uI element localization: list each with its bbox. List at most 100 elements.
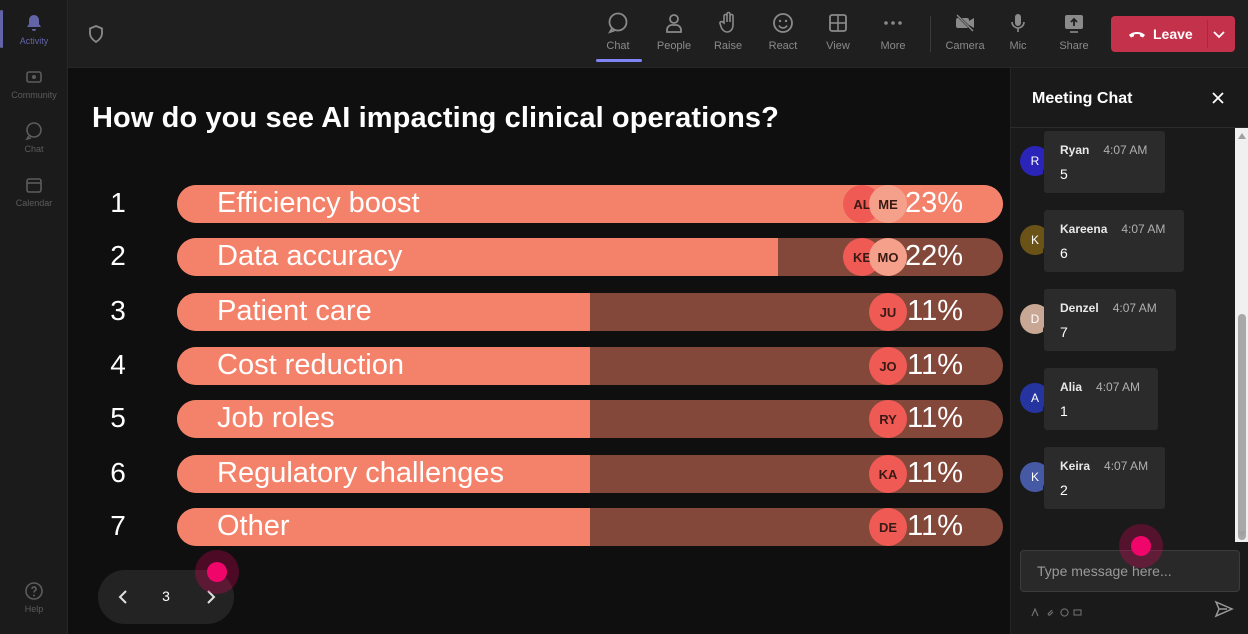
option-label: Patient care: [217, 295, 372, 327]
rail-item-chat[interactable]: Chat: [4, 112, 64, 162]
share-icon: [1061, 10, 1087, 36]
calendar-icon: [23, 174, 45, 196]
rail-item-community[interactable]: Community: [4, 58, 64, 108]
shield-icon[interactable]: [86, 24, 106, 44]
chat-message-list[interactable]: R Ryan 4:07 AM 5 K Kareena 4:07 AM 6 D Denzel 4:07…: [1011, 128, 1235, 542]
toolbar-share-button[interactable]: Share: [1048, 10, 1100, 60]
message-bubble: Denzel 4:07 AM 7: [1044, 289, 1176, 351]
option-number: 1: [110, 187, 126, 218]
option-percent: 11%: [907, 349, 963, 381]
chevron-right-icon[interactable]: [200, 587, 220, 607]
poll-option-row[interactable]: 4 Cost reduction 11% JO: [68, 347, 1010, 387]
poll-option-row[interactable]: 3 Patient care 11% JU: [68, 293, 1010, 333]
voter-avatar: ME: [869, 185, 907, 223]
message-text: 5: [1060, 166, 1068, 182]
option-number: 4: [110, 349, 126, 380]
option-bar[interactable]: Regulatory challenges 11% KA: [177, 455, 1003, 493]
message-time: 4:07 AM: [1103, 143, 1148, 157]
message-bubble: Kareena 4:07 AM 6: [1044, 210, 1184, 272]
meeting-chat-panel: Meeting Chat R Ryan 4:07 AM 5 K Kareena 4:07 A…: [1010, 68, 1248, 634]
gif-icon[interactable]: [1073, 604, 1082, 616]
option-bar[interactable]: Cost reduction 11% JO: [177, 347, 1003, 385]
toolbar-divider: [930, 16, 931, 52]
toolbar-label: Share: [1059, 40, 1089, 52]
scroll-down-arrow-icon[interactable]: [1238, 531, 1246, 537]
people-icon: [661, 10, 687, 36]
emoji-icon[interactable]: [1060, 604, 1069, 617]
message-bubble: Ryan 4:07 AM 5: [1044, 131, 1165, 193]
rail-item-label: Community: [11, 90, 57, 100]
scroll-thumb[interactable]: [1238, 314, 1246, 540]
toolbar-chat-button[interactable]: Chat: [592, 10, 644, 62]
poll-option-row[interactable]: 2 Data accuracy 22% KE MO: [68, 238, 1010, 278]
chevron-down-icon[interactable]: [1211, 26, 1227, 42]
toolbar-label: Mic: [1009, 40, 1027, 52]
poll-option-row[interactable]: 1 Efficiency boost 23% AL ME: [68, 185, 1010, 225]
chat-scrollbar[interactable]: [1235, 128, 1248, 542]
chat-icon: [605, 10, 631, 36]
option-bar[interactable]: Other 11% DE: [177, 508, 1003, 546]
scroll-up-arrow-icon[interactable]: [1238, 133, 1246, 139]
rail-item-activity[interactable]: Activity: [0, 4, 64, 54]
format-icon[interactable]: [1031, 604, 1040, 617]
sender-name: Kareena: [1060, 222, 1108, 236]
option-bar-fill: [177, 455, 590, 493]
voter-avatar: MO: [869, 238, 907, 276]
voter-avatar: JO: [869, 347, 907, 385]
option-percent: 11%: [907, 510, 963, 542]
toolbar-raise-button[interactable]: Raise: [702, 10, 754, 60]
message-text: 1: [1060, 403, 1068, 419]
option-number: 5: [110, 402, 126, 433]
option-label: Other: [217, 510, 290, 542]
chat-title: Meeting Chat: [1032, 90, 1133, 107]
toolbar-view-button[interactable]: View: [812, 10, 864, 60]
toolbar-label: Raise: [713, 40, 743, 52]
voter-avatar: JU: [869, 293, 907, 331]
rail-item-label: Chat: [24, 144, 44, 154]
toolbar-mic-button[interactable]: Mic: [992, 10, 1044, 60]
message-time: 4:07 AM: [1121, 222, 1166, 236]
leave-button[interactable]: Leave: [1111, 16, 1235, 52]
option-bar[interactable]: Patient care 11% JU: [177, 293, 1003, 331]
rail-item-help[interactable]: Help: [4, 572, 64, 622]
option-number: 7: [110, 510, 126, 541]
message-text: 2: [1060, 482, 1068, 498]
message-text: 6: [1060, 245, 1068, 261]
option-bar-fill: [177, 400, 590, 438]
poll-option-row[interactable]: 5 Job roles 11% RY: [68, 400, 1010, 440]
chevron-left-icon[interactable]: [114, 587, 134, 607]
cursor-indicator: [1119, 524, 1163, 568]
message-text: 7: [1060, 324, 1068, 340]
toolbar-label: People: [656, 40, 692, 52]
toolbar-more-button[interactable]: More: [867, 10, 919, 60]
bell-icon: [23, 12, 45, 34]
option-label: Efficiency boost: [217, 187, 420, 219]
chat-icon: [23, 120, 45, 142]
message-input[interactable]: [1021, 551, 1239, 591]
option-number: 3: [110, 295, 126, 326]
option-bar[interactable]: Job roles 11% RY: [177, 400, 1003, 438]
toolbar-label: Camera: [945, 40, 985, 52]
option-bar-fill: [177, 508, 590, 546]
option-bar[interactable]: Efficiency boost 23% AL ME: [177, 185, 1003, 223]
poll-option-row[interactable]: 7 Other 11% DE: [68, 508, 1010, 548]
poll-option-row[interactable]: 6 Regulatory challenges 11% KA: [68, 455, 1010, 495]
message-bubble: Keira 4:07 AM 2: [1044, 447, 1165, 509]
message-compose-box[interactable]: [1020, 550, 1240, 592]
raise-hand-icon: [715, 10, 741, 36]
option-bar-fill: [177, 347, 590, 385]
sender-name: Ryan: [1060, 143, 1090, 157]
close-icon[interactable]: [1210, 90, 1226, 106]
meeting-toolbar: Chat People Raise React View More C: [68, 0, 1248, 68]
send-icon[interactable]: [1214, 599, 1234, 619]
chat-header: Meeting Chat: [1011, 68, 1248, 128]
option-percent: 11%: [907, 295, 963, 327]
attach-icon[interactable]: [1046, 604, 1055, 616]
toolbar-people-button[interactable]: People: [648, 10, 700, 60]
toolbar-react-button[interactable]: React: [757, 10, 809, 60]
voter-avatar: DE: [869, 508, 907, 546]
toolbar-label: View: [826, 40, 850, 52]
rail-item-calendar[interactable]: Calendar: [4, 166, 64, 216]
option-bar[interactable]: Data accuracy 22% KE MO: [177, 238, 1003, 276]
toolbar-camera-button[interactable]: Camera: [939, 10, 991, 60]
